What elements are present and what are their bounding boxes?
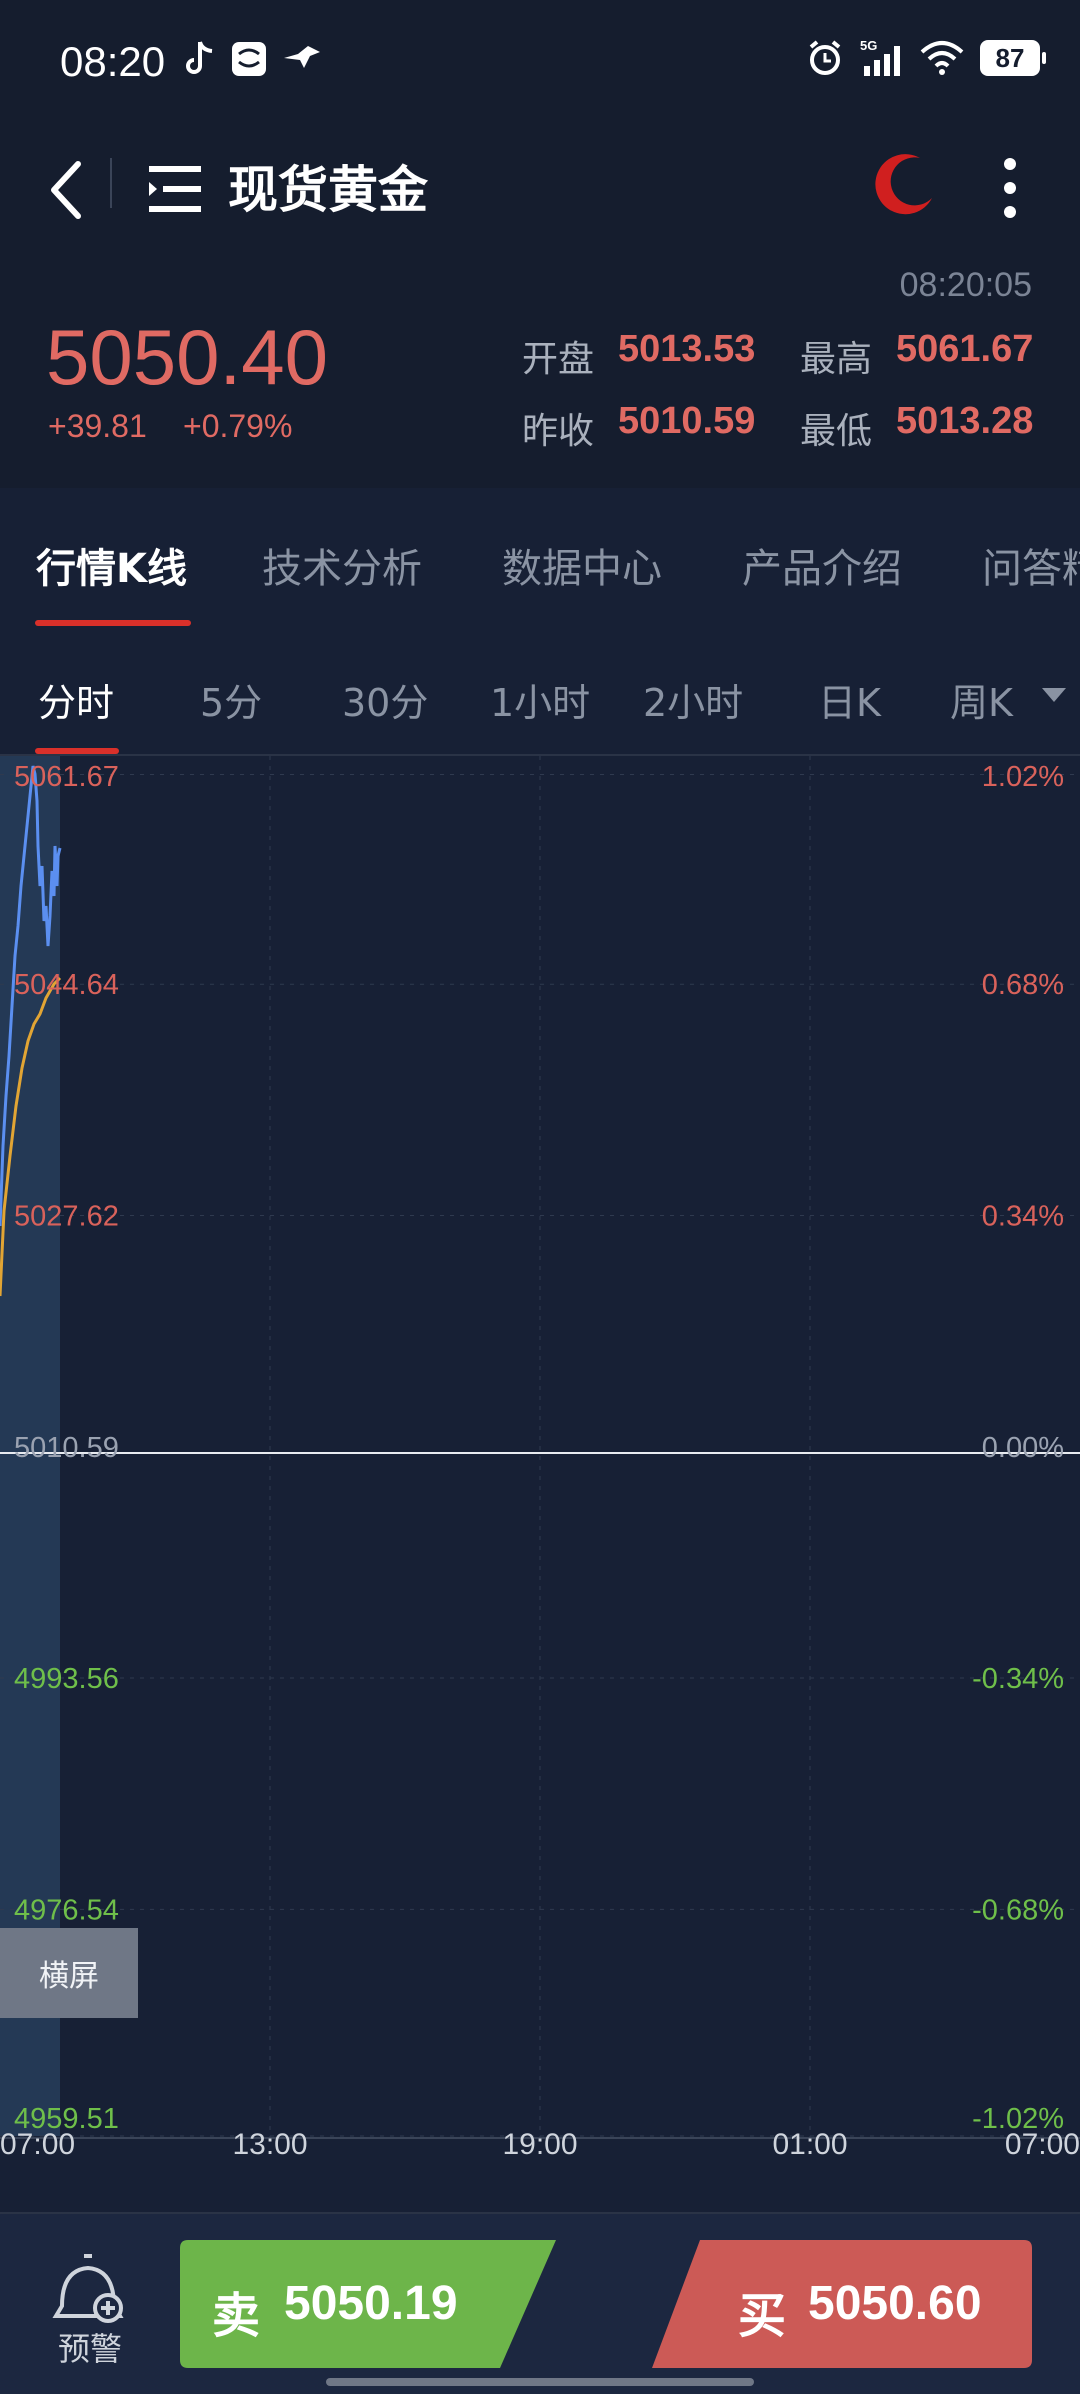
status-time: 08:20 (60, 38, 166, 85)
open-value: 5013.53 (618, 328, 756, 370)
battery-indicator: 87 (980, 40, 1046, 76)
period-2hour[interactable]: 2小时 (643, 681, 744, 725)
sell-price: 5050.19 (284, 2277, 458, 2330)
tab-data-center[interactable]: 数据中心 (502, 546, 662, 592)
y-tick-label-right: 1.02% (982, 761, 1064, 793)
session-highlight (0, 756, 60, 2136)
period-5min[interactable]: 5分 (200, 681, 263, 725)
price-line (0, 765, 62, 1227)
y-tick-label-left: 5061.67 (14, 761, 119, 793)
open-label: 开盘 (522, 339, 595, 380)
x-tick-label: 07:00 (0, 2128, 75, 2156)
tab-product-intro[interactable]: 产品介绍 (742, 546, 902, 592)
bird-icon (284, 46, 320, 68)
tab-kline[interactable]: 行情K线 (36, 546, 187, 592)
quote-time: 08:20:05 (899, 266, 1032, 304)
x-tick-label: 13:00 (232, 2128, 307, 2156)
status-app-icons (182, 40, 322, 78)
y-axis-labels: 5061.67 1.02% 5044.64 0.68% 5027.62 0.34% 5010… (14, 761, 1064, 2135)
x-tick-label: 07:00 (1005, 2128, 1080, 2156)
period-intraday[interactable]: 分时 (38, 681, 115, 725)
x-axis-labels: 07:00 13:00 19:00 01:00 07:00 (0, 2128, 1080, 2156)
y-tick-label-left: 5027.62 (14, 1200, 119, 1232)
wifi-icon (920, 41, 964, 75)
x-tick-label: 19:00 (502, 2128, 577, 2156)
y-tick-label-left: 4959.51 (14, 2103, 119, 2135)
y-tick-label-left: 4993.56 (14, 1663, 119, 1695)
y-tick-label-right: 0.00% (982, 1432, 1064, 1464)
price-change: +39.81 (48, 408, 147, 444)
period-daily[interactable]: 日K (818, 681, 881, 725)
tiktok-icon (186, 41, 213, 74)
period-30min[interactable]: 30分 (342, 681, 429, 725)
low-value: 5013.28 (896, 400, 1034, 442)
y-tick-label-right: 0.34% (982, 1200, 1064, 1232)
chart-vertical-grid (269, 756, 811, 2138)
buy-label: 买 (738, 2290, 787, 2343)
y-tick-label-left: 5044.64 (14, 969, 119, 1001)
nav-divider (110, 158, 112, 208)
buy-button[interactable]: 买 5050.60 (652, 2240, 1032, 2368)
home-indicator[interactable] (326, 2378, 754, 2386)
tab-active-indicator (35, 620, 191, 626)
caret-down-icon[interactable] (1040, 686, 1068, 704)
tab-technical-analysis[interactable]: 技术分析 (262, 546, 422, 592)
prev-close-label: 昨收 (522, 411, 595, 452)
svg-text:5G: 5G (860, 38, 877, 53)
buy-price: 5050.60 (808, 2277, 982, 2330)
current-price: 5050.40 (46, 313, 328, 401)
status-system-icons: 5G 87 (806, 38, 1046, 78)
y-tick-label-right: -0.68% (972, 1894, 1064, 1926)
high-label: 最高 (800, 339, 873, 380)
price-change-percent: +0.79% (183, 408, 293, 444)
trade-bar: 预警 卖 5050.19 买 5050.60 (0, 2212, 1080, 2394)
sell-label: 卖 (212, 2290, 261, 2343)
sell-button[interactable]: 卖 5050.19 (180, 2240, 558, 2368)
nav-bar: 现货黄金 (0, 130, 1080, 260)
app-icon (232, 42, 266, 76)
page-title: 现货黄金 (228, 161, 428, 219)
high-value: 5061.67 (896, 328, 1034, 370)
y-tick-label-right: -0.34% (972, 1663, 1064, 1695)
main-tabs: 行情K线 技术分析 数据中心 产品介绍 问答精 (0, 488, 1080, 628)
intraday-chart[interactable]: 5061.67 1.02% 5044.64 0.68% 5027.62 0.34% 5010… (0, 756, 1080, 2156)
list-icon[interactable] (145, 154, 205, 224)
signal-icon: 5G (860, 38, 900, 76)
y-tick-label-left: 5010.59 (14, 1432, 119, 1464)
period-1hour[interactable]: 1小时 (490, 681, 591, 725)
chevron-left-icon[interactable] (40, 150, 100, 230)
period-active-indicator (35, 748, 119, 754)
y-tick-label-right: 0.68% (982, 969, 1064, 1001)
alert-label[interactable]: 预警 (58, 2330, 123, 2368)
average-price-line (0, 976, 62, 1297)
period-selector: 分时 5分 30分 1小时 2小时 日K 周K (0, 628, 1080, 756)
buy-button-shape (652, 2240, 1032, 2368)
tab-qa[interactable]: 问答精 (982, 546, 1080, 592)
bell-plus-icon[interactable] (48, 2244, 132, 2364)
low-label: 最低 (800, 411, 873, 452)
prev-close-value: 5010.59 (618, 400, 756, 442)
quote-summary: 08:20:05 5050.40 +39.81 +0.79% 开盘 5013.5… (0, 260, 1080, 488)
moon-icon[interactable] (870, 148, 940, 218)
y-tick-label-left: 4976.54 (14, 1894, 119, 1926)
x-tick-label: 01:00 (772, 2128, 847, 2156)
landscape-button[interactable]: 横屏 (0, 1928, 138, 2018)
alarm-icon (809, 40, 841, 75)
more-vertical-icon[interactable] (990, 152, 1030, 222)
period-weekly[interactable]: 周K (950, 681, 1013, 725)
sell-button-shape (180, 2240, 556, 2368)
status-bar: 08:20 5G 87 (0, 0, 1080, 130)
y-tick-label-right: -1.02% (972, 2103, 1064, 2135)
